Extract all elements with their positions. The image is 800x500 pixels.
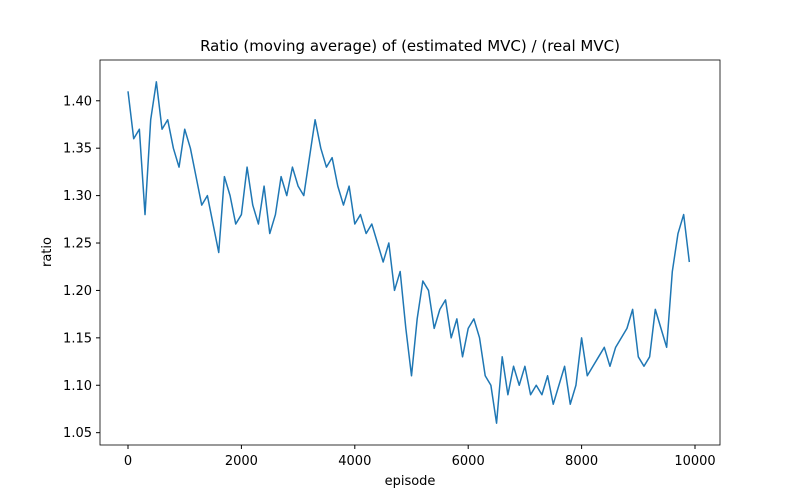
y-tick-label: 1.30: [63, 189, 92, 204]
data-line: [127, 81, 691, 424]
x-tick-label: 10000: [674, 454, 715, 469]
x-tick-label: 4000: [338, 454, 371, 469]
x-tick-label: 8000: [565, 454, 598, 469]
y-tick-label: 1.05: [63, 426, 92, 441]
plot-frame: [99, 59, 721, 446]
x-axis-label: episode: [385, 474, 436, 489]
y-tick-label: 1.40: [63, 94, 92, 109]
chart-title: Ratio (moving average) of (estimated MVC…: [200, 37, 620, 55]
x-tick-label: 0: [124, 454, 132, 469]
x-tick-label: 6000: [452, 454, 485, 469]
y-axis-label: ratio: [40, 237, 55, 267]
y-tick-label: 1.25: [63, 237, 92, 252]
y-tick-label: 1.35: [63, 142, 92, 157]
x-tick-label: 2000: [225, 454, 258, 469]
y-tick-label: 1.10: [63, 379, 92, 394]
y-tick-label: 1.15: [63, 331, 92, 346]
y-tick-label: 1.20: [63, 284, 92, 299]
